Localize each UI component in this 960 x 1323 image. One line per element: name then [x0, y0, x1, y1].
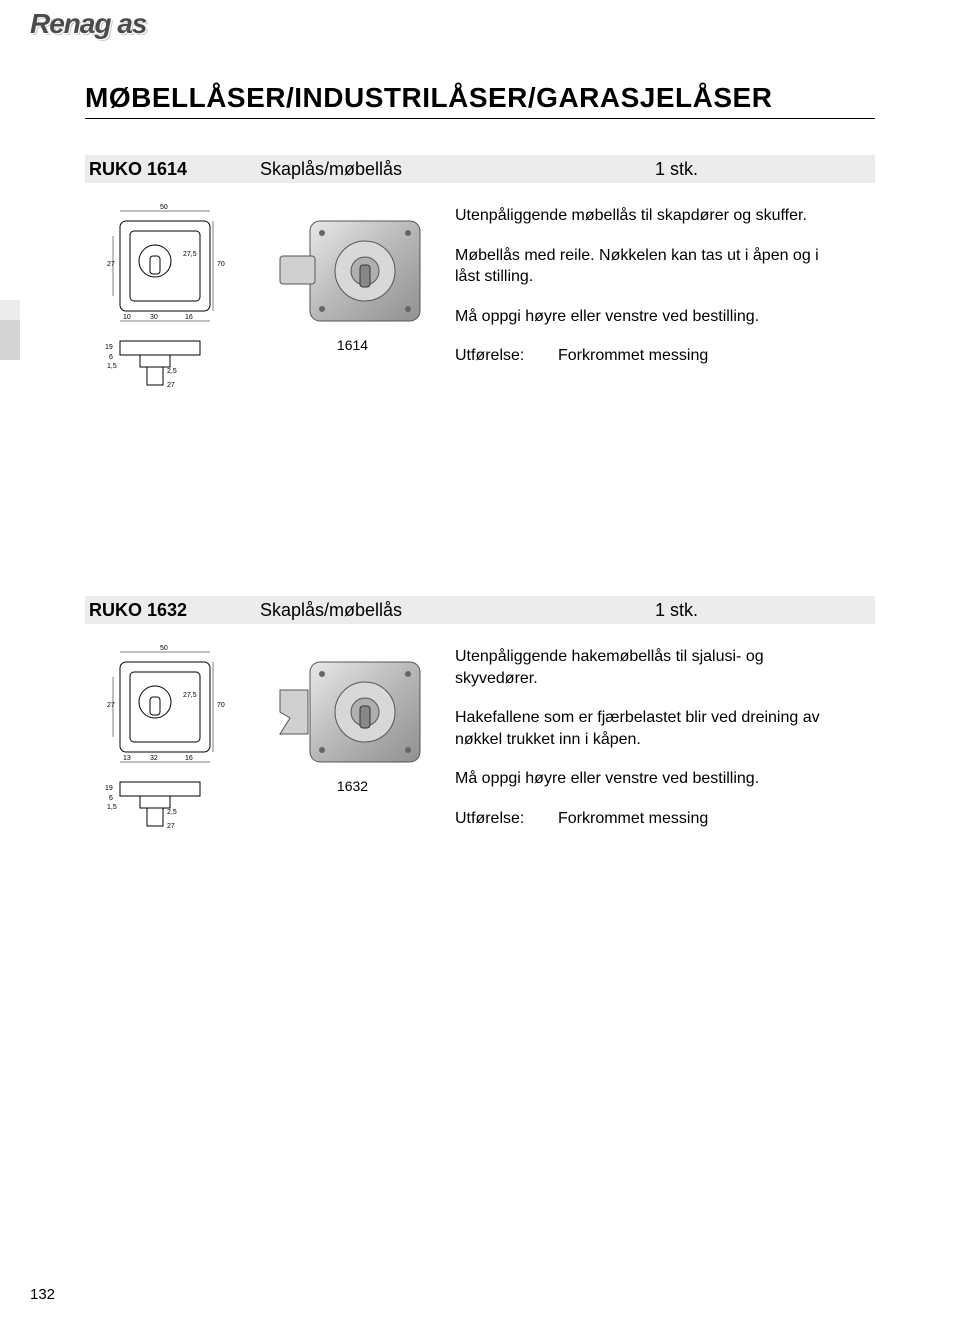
lock-diagram-icon: 50 27 27,5 70 10 30 16	[85, 201, 250, 396]
product-qty: 1 stk.	[655, 159, 698, 180]
spec-row: Utførelse: Forkrommet messing	[455, 345, 825, 367]
lock-diagram-icon: 50 27 27,5 70 13 32 16 19 6 1,5	[85, 642, 250, 837]
para1: Utenpåliggende hakemøbellås til sjalusi-…	[455, 646, 825, 689]
spec-row: Utførelse: Forkrommet messing	[455, 808, 825, 830]
para2: Møbellås med reile. Nøkkelen kan tas ut …	[455, 245, 825, 288]
svg-text:19: 19	[105, 344, 113, 351]
page-container: Renag as MØBELLÅSER/INDUSTRILÅSER/GARASJ…	[0, 0, 960, 857]
photo-caption: 1632	[337, 778, 368, 794]
svg-text:27: 27	[107, 261, 115, 268]
product-desc: Skaplås/møbellås	[260, 159, 655, 180]
product-desc: Skaplås/møbellås	[260, 600, 655, 621]
svg-text:27,5: 27,5	[183, 692, 197, 699]
section-title: MØBELLÅSER/INDUSTRILÅSER/GARASJELÅSER	[85, 82, 875, 119]
svg-text:6: 6	[109, 795, 113, 802]
product-photo-1632: 1632	[270, 642, 435, 837]
product-header-1614: RUKO 1614 Skaplås/møbellås 1 stk.	[85, 155, 875, 183]
svg-text:19: 19	[105, 785, 113, 792]
svg-text:27,5: 27,5	[183, 251, 197, 258]
para3: Må oppgi høyre eller venstre ved bestill…	[455, 306, 825, 328]
spec-label: Utførelse:	[455, 345, 540, 367]
svg-text:6: 6	[109, 354, 113, 361]
svg-text:50: 50	[160, 645, 168, 652]
spec-value: Forkrommet messing	[558, 808, 708, 830]
product-code: RUKO 1614	[85, 159, 260, 180]
svg-text:32: 32	[150, 755, 158, 762]
svg-text:70: 70	[217, 261, 225, 268]
svg-text:70: 70	[217, 702, 225, 709]
brand-logo: Renag as	[30, 8, 147, 40]
svg-text:16: 16	[185, 755, 193, 762]
svg-text:27: 27	[107, 702, 115, 709]
product-photo-1614: 1614	[270, 201, 435, 396]
para3: Må oppgi høyre eller venstre ved bestill…	[455, 768, 825, 790]
lock-photo-icon	[270, 642, 435, 772]
svg-text:27: 27	[167, 823, 175, 830]
product-text-1614: Utenpåliggende møbellås til skapdører og…	[455, 201, 825, 396]
product-qty: 1 stk.	[655, 600, 698, 621]
svg-text:2,5: 2,5	[167, 809, 177, 816]
technical-diagram-1632: 50 27 27,5 70 13 32 16 19 6 1,5	[85, 642, 250, 837]
svg-text:1,5: 1,5	[107, 363, 117, 370]
svg-text:16: 16	[185, 314, 193, 321]
svg-text:50: 50	[160, 204, 168, 211]
para1: Utenpåliggende møbellås til skapdører og…	[455, 205, 825, 227]
photo-caption: 1614	[337, 337, 368, 353]
svg-text:13: 13	[123, 755, 131, 762]
svg-text:10: 10	[123, 314, 131, 321]
product-body-1614: 50 27 27,5 70 10 30 16	[85, 201, 875, 396]
spec-label: Utførelse:	[455, 808, 540, 830]
technical-diagram-1614: 50 27 27,5 70 10 30 16	[85, 201, 250, 396]
svg-text:27: 27	[167, 382, 175, 389]
lock-photo-icon	[270, 201, 435, 331]
svg-text:1,5: 1,5	[107, 804, 117, 811]
product-code: RUKO 1632	[85, 600, 260, 621]
svg-text:30: 30	[150, 314, 158, 321]
para2: Hakefallene som er fjærbelastet blir ved…	[455, 707, 825, 750]
page-number: 132	[30, 1286, 55, 1303]
product-text-1632: Utenpåliggende hakemøbellås til sjalusi-…	[455, 642, 825, 837]
product-body-1632: 50 27 27,5 70 13 32 16 19 6 1,5	[85, 642, 875, 837]
spec-value: Forkrommet messing	[558, 345, 708, 367]
product-header-1632: RUKO 1632 Skaplås/møbellås 1 stk.	[85, 596, 875, 624]
svg-text:2,5: 2,5	[167, 368, 177, 375]
